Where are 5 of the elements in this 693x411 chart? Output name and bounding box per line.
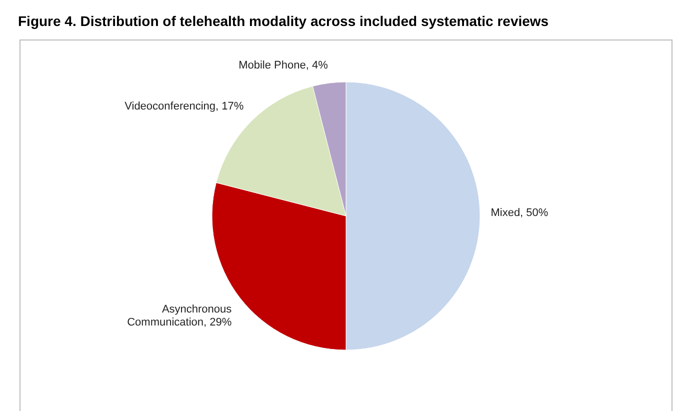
chart-title: Figure 4. Distribution of telehealth modality across included systematic reviews (18, 13, 549, 29)
slice-label: Mobile Phone, 4% (238, 59, 328, 72)
slice-label: Mixed, 50% (490, 207, 548, 219)
slice-label: Asynchronous Communication, 29% (127, 304, 232, 329)
slice-label: Videoconferencing, 17% (124, 100, 244, 113)
